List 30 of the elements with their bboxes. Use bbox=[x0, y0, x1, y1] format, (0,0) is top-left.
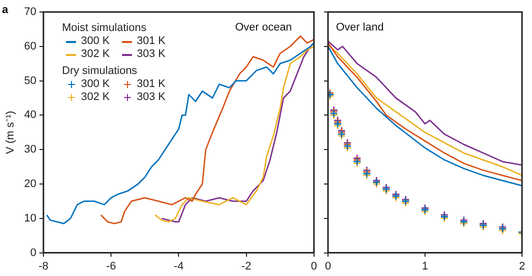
x-tick-label: 0 bbox=[310, 260, 318, 272]
legend-label: 301 K bbox=[136, 78, 166, 91]
y-axis-title: V (m s⁻¹) bbox=[4, 110, 17, 154]
legend-label: 300 K bbox=[81, 35, 110, 48]
legend-label: 303 K bbox=[136, 91, 166, 104]
x-tick-label: -4 bbox=[174, 260, 184, 272]
x-tick-label: -6 bbox=[106, 260, 116, 272]
legend-label: 303 K bbox=[136, 48, 166, 61]
x-tick-label: 0 bbox=[324, 260, 332, 272]
annotation: Over land bbox=[336, 22, 384, 34]
y-tick-label: 20 bbox=[24, 178, 36, 190]
legend-title: Moist simulations bbox=[62, 22, 148, 35]
y-tick-label: 70 bbox=[24, 6, 36, 18]
x-tick-label: 2 bbox=[518, 260, 526, 272]
x-tick-label: -8 bbox=[38, 260, 48, 272]
x-tick-label: 1 bbox=[422, 260, 428, 272]
legend-label: 302 K bbox=[81, 48, 110, 61]
x-tick-label: -2 bbox=[241, 260, 252, 272]
y-tick-label: 40 bbox=[24, 109, 36, 122]
legend-label: 302 K bbox=[81, 91, 110, 104]
legend-label: 301 K bbox=[136, 35, 166, 48]
legend-label: 300 K bbox=[81, 78, 110, 91]
y-tick-label: 0 bbox=[30, 246, 36, 259]
chart-title: a bbox=[2, 4, 8, 16]
y-tick-label: 50 bbox=[24, 74, 36, 87]
y-tick-label: 30 bbox=[24, 144, 36, 156]
legend-title: Dry simulations bbox=[62, 65, 138, 78]
y-tick-label: 60 bbox=[24, 40, 36, 52]
annotation: Over ocean bbox=[235, 22, 292, 34]
y-tick-label: 10 bbox=[24, 212, 36, 224]
